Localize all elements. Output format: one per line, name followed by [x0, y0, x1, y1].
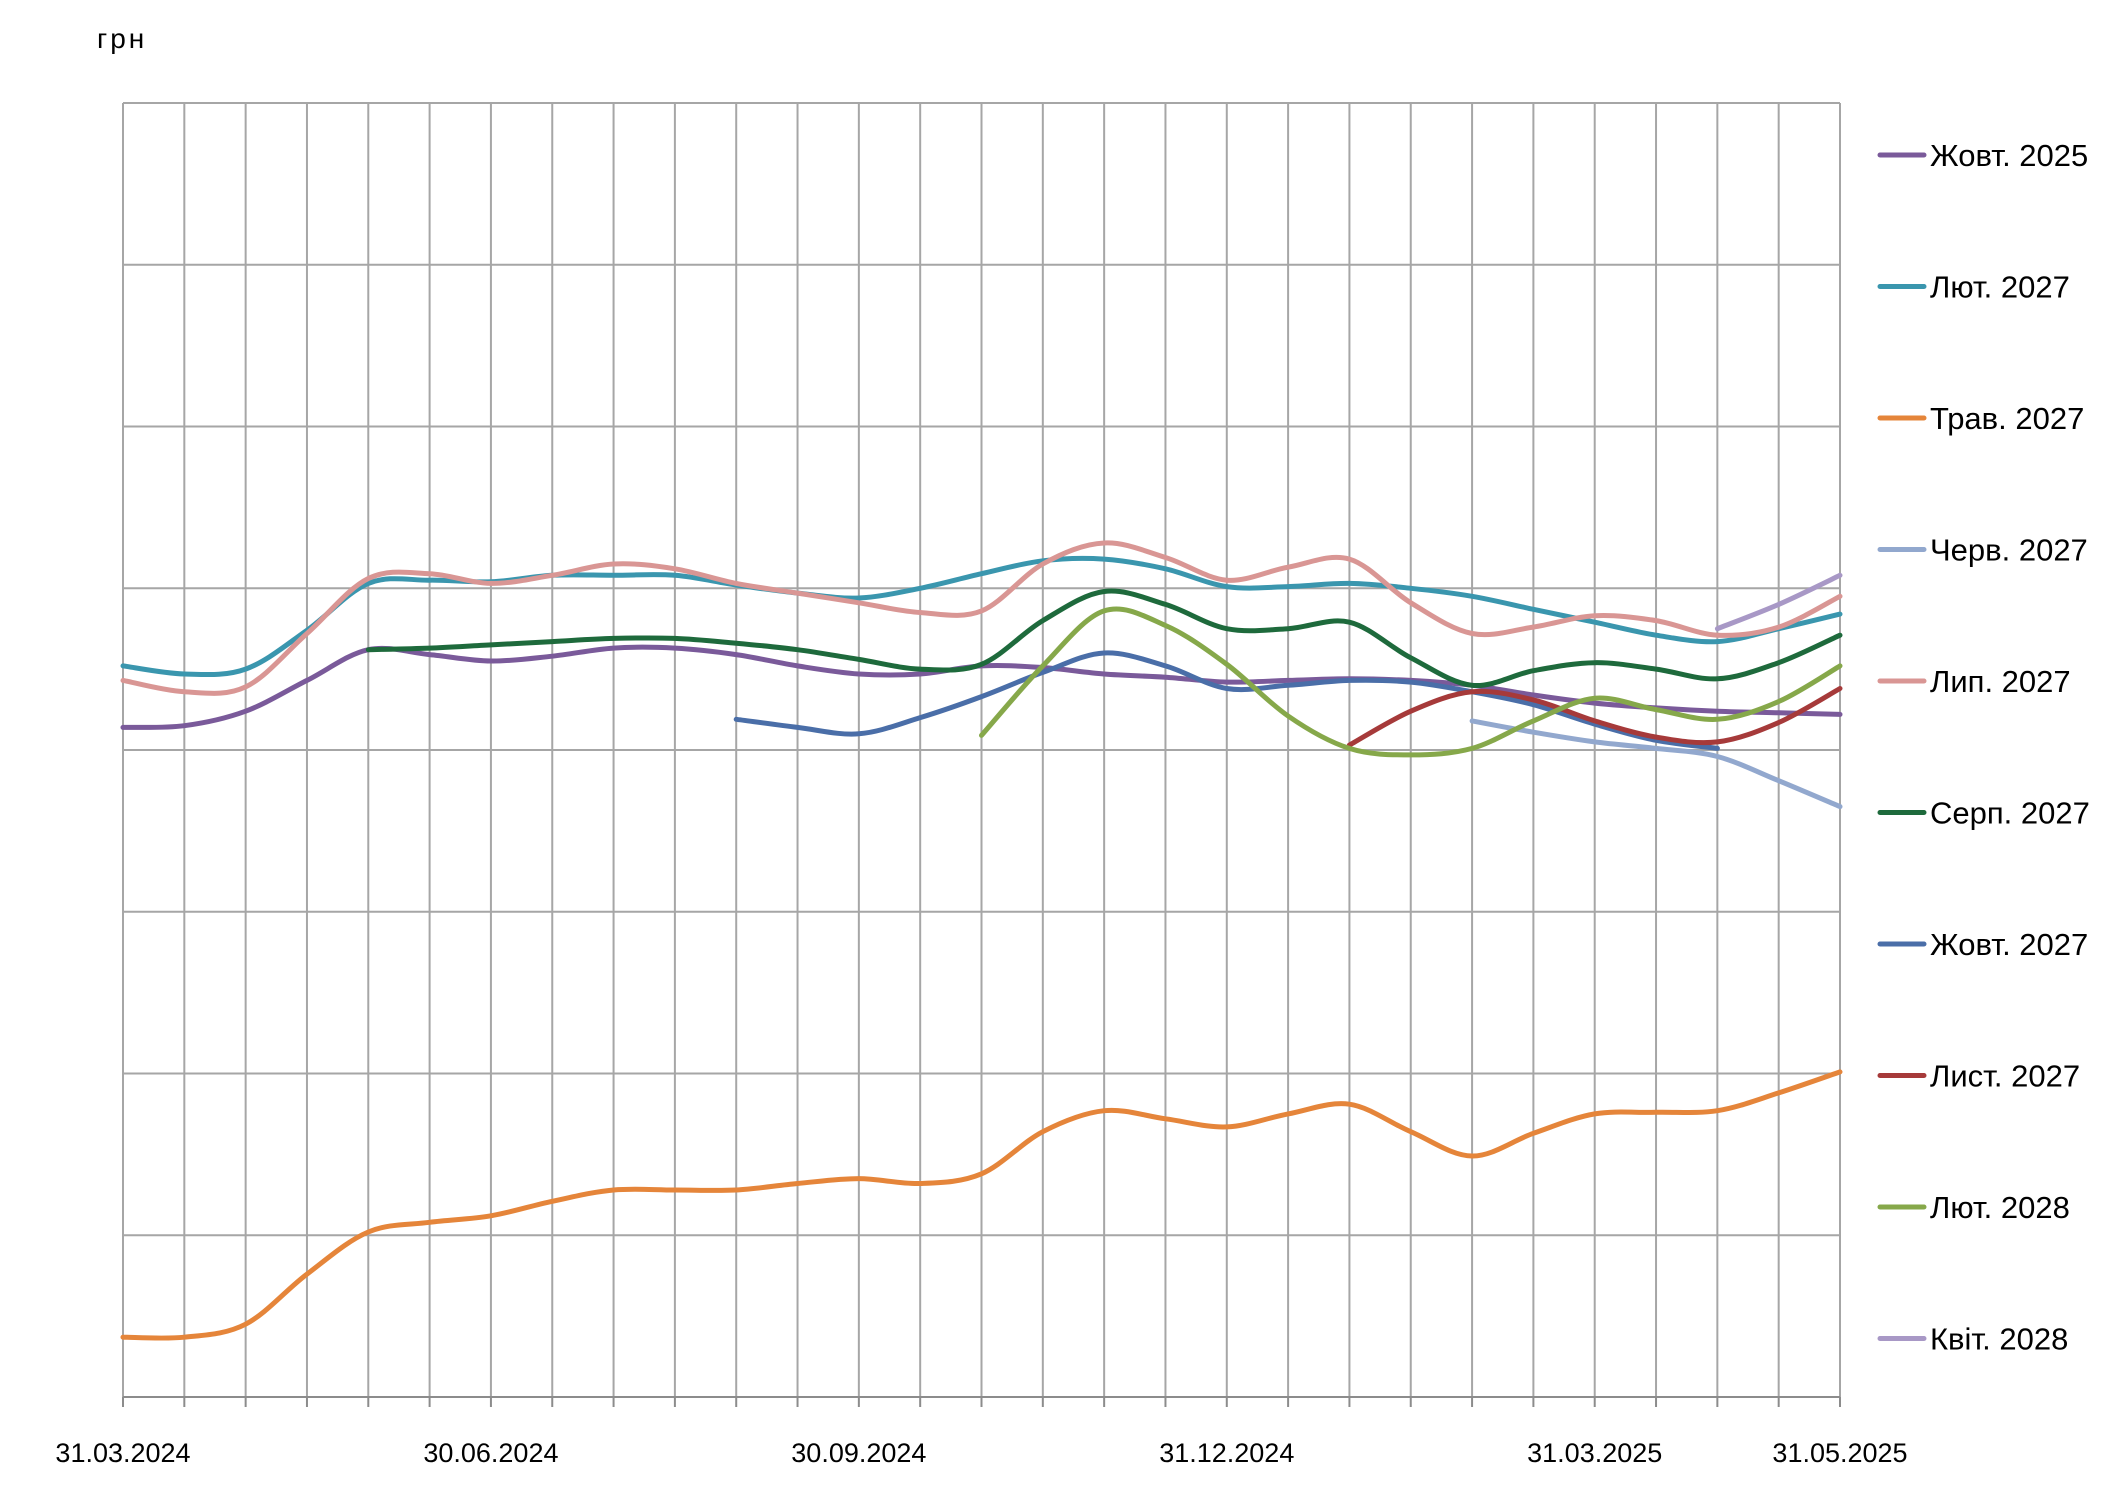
series-line [365, 588, 1843, 689]
legend-label: Лип. 2027 [1930, 664, 2071, 699]
legend-label: Лист. 2027 [1930, 1059, 2080, 1094]
legend-item: Черв. 2027 [1877, 533, 2088, 568]
legend-label: Трав. 2027 [1930, 401, 2084, 436]
x-tick-label: 31.03.2024 [55, 1438, 190, 1468]
legend-item: Жовт. 2025 [1877, 138, 2088, 173]
grid [122, 102, 1841, 1407]
series-line [733, 650, 1720, 751]
legend-label: Жовт. 2025 [1930, 138, 2088, 173]
series-line [120, 555, 1843, 678]
x-axis-tick-labels: 31.03.2024 30.06.2024 30.09.2024 31.12.2024… [55, 1438, 1907, 1468]
legend-item: Лист. 2027 [1877, 1059, 2080, 1094]
x-tick-label: 30.06.2024 [423, 1438, 558, 1468]
x-tick-label: 31.12.2024 [1159, 1438, 1294, 1468]
series-line [979, 606, 1843, 758]
x-tick-label: 31.03.2025 [1527, 1438, 1662, 1468]
legend-item: Серп. 2027 [1877, 796, 2090, 831]
y-axis-label: грн [97, 23, 147, 54]
legend-item: Лют. 2027 [1877, 270, 2070, 305]
legend-item: Квіт. 2028 [1877, 1322, 2068, 1357]
series-line [120, 540, 1843, 696]
legend-item: Жовт. 2027 [1877, 927, 2088, 962]
legend-label: Серп. 2027 [1930, 796, 2090, 831]
legend-item: Лип. 2027 [1877, 664, 2071, 699]
legend-label: Черв. 2027 [1930, 533, 2088, 568]
series-line [1469, 718, 1843, 810]
series-line [120, 1069, 1843, 1341]
legend-item: Лют. 2028 [1877, 1190, 2070, 1225]
legend-label: Квіт. 2028 [1930, 1322, 2068, 1357]
series-lines [120, 540, 1843, 1341]
legend-label: Жовт. 2027 [1930, 927, 2088, 962]
legend: Жовт. 2025 Лют. 2027 Трав. 2027 Черв. 2027 Л… [1877, 138, 2090, 1357]
legend-item: Трав. 2027 [1877, 401, 2084, 436]
x-tick-label: 31.05.2025 [1772, 1438, 1907, 1468]
series-line [1346, 686, 1843, 748]
legend-label: Лют. 2028 [1930, 1190, 2070, 1225]
legend-label: Лют. 2027 [1930, 270, 2070, 305]
series-line [1714, 572, 1843, 632]
x-tick-label: 30.09.2024 [791, 1438, 926, 1468]
